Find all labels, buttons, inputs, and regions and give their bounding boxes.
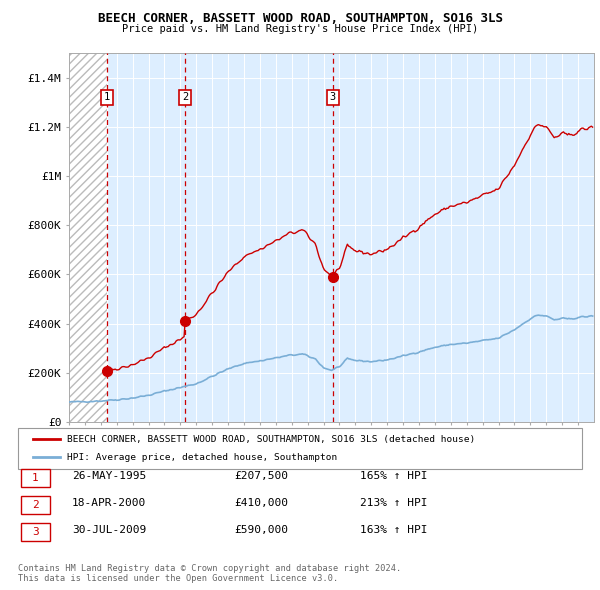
Text: 2: 2 [182,93,188,102]
Text: 163% ↑ HPI: 163% ↑ HPI [360,526,427,535]
Bar [69,53,107,422]
Text: 213% ↑ HPI: 213% ↑ HPI [360,499,427,508]
Text: 3: 3 [329,93,336,102]
Text: 1: 1 [32,473,39,483]
Text: BEECH CORNER, BASSETT WOOD ROAD, SOUTHAMPTON, SO16 3LS (detached house): BEECH CORNER, BASSETT WOOD ROAD, SOUTHAM… [67,435,475,444]
Text: HPI: Average price, detached house, Southampton: HPI: Average price, detached house, Sout… [67,453,337,462]
Text: £590,000: £590,000 [234,526,288,535]
Text: Price paid vs. HM Land Registry's House Price Index (HPI): Price paid vs. HM Land Registry's House … [122,24,478,34]
Text: 165% ↑ HPI: 165% ↑ HPI [360,471,427,481]
Text: £207,500: £207,500 [234,471,288,481]
Bar [69,53,107,422]
Text: 26-MAY-1995: 26-MAY-1995 [72,471,146,481]
Text: 1: 1 [104,93,110,102]
Text: 3: 3 [32,527,39,537]
Text: 18-APR-2000: 18-APR-2000 [72,499,146,508]
Text: £410,000: £410,000 [234,499,288,508]
Text: 30-JUL-2009: 30-JUL-2009 [72,526,146,535]
Text: BEECH CORNER, BASSETT WOOD ROAD, SOUTHAMPTON, SO16 3LS: BEECH CORNER, BASSETT WOOD ROAD, SOUTHAM… [97,12,503,25]
Text: Contains HM Land Registry data © Crown copyright and database right 2024.
This d: Contains HM Land Registry data © Crown c… [18,563,401,583]
Text: 2: 2 [32,500,39,510]
